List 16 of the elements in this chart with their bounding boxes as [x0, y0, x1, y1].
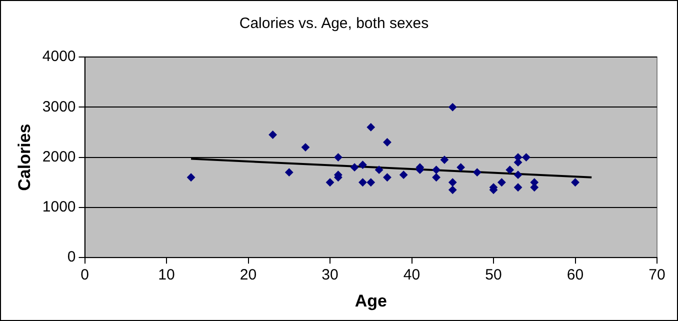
x-tick-label: 20: [240, 266, 257, 284]
x-tick-label: 70: [648, 266, 666, 284]
x-tick-label: 50: [485, 266, 502, 284]
x-tick-label: 60: [566, 266, 584, 284]
y-tick-label: 3000: [42, 98, 76, 116]
y-tick-label: 1000: [42, 198, 76, 216]
chart-title: Calories vs. Age, both sexes: [239, 15, 429, 32]
y-tick-label: 0: [67, 248, 76, 266]
y-tick-label: 2000: [42, 148, 76, 166]
x-tick-label: 10: [158, 266, 175, 284]
y-axis-title: Calories: [14, 124, 34, 191]
x-axis-title: Age: [354, 291, 387, 310]
y-tick-label: 4000: [42, 48, 76, 66]
x-tick-label: 30: [322, 266, 338, 284]
x-tick-label: 40: [403, 266, 420, 284]
x-tick-label: 0: [80, 266, 89, 284]
